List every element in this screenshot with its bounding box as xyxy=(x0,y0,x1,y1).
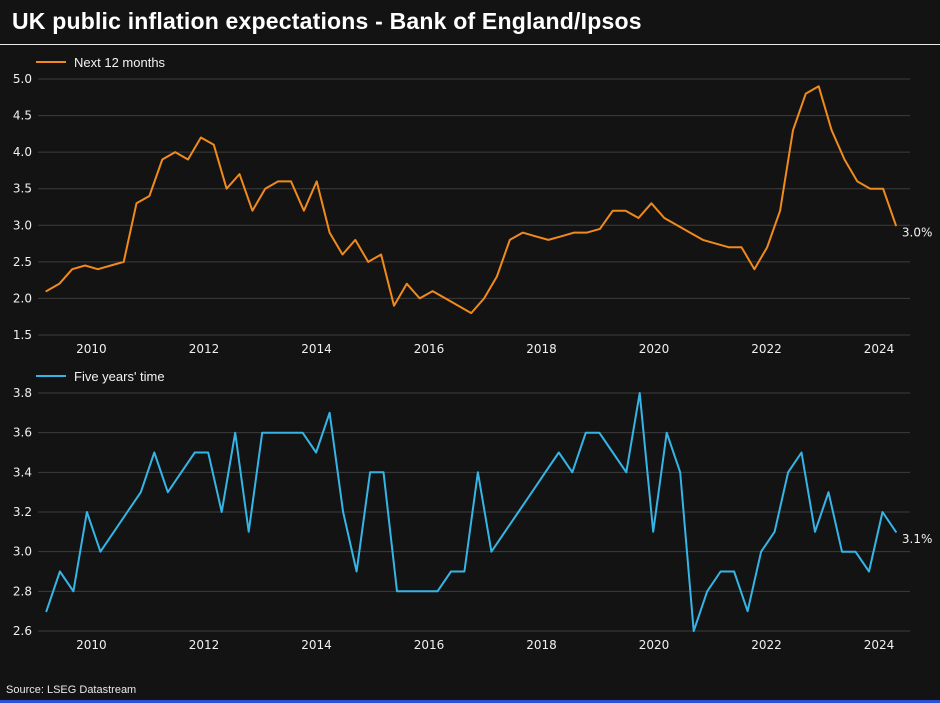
legend-swatch-0 xyxy=(36,61,66,63)
y-tick-label: 3.2 xyxy=(13,505,32,519)
x-tick-label: 2012 xyxy=(189,638,220,652)
y-tick-label: 2.6 xyxy=(13,624,32,638)
y-tick-label: 3.5 xyxy=(13,182,32,196)
y-tick-label: 2.0 xyxy=(13,291,32,305)
y-tick-label: 3.4 xyxy=(13,465,32,479)
x-tick-label: 2012 xyxy=(189,342,220,356)
end-value-label: 3.0% xyxy=(902,225,933,239)
bottom-accent-bar xyxy=(0,700,940,703)
source-note: Source: LSEG Datastream xyxy=(6,684,137,696)
y-tick-label: 4.5 xyxy=(13,109,32,123)
x-tick-label: 2022 xyxy=(751,342,782,356)
y-tick-label: 3.0 xyxy=(13,218,32,232)
x-tick-label: 2020 xyxy=(639,638,670,652)
legend-label-next-12-months: Next 12 months xyxy=(74,54,166,70)
chart-svg-1: 2.6 2.8 3.0 3.2 3.4 3.6 3.8 2010 2012 2014 2016 201… xyxy=(13,386,933,652)
x-tick-label: 2018 xyxy=(526,638,557,652)
y-tick-label: 5.0 xyxy=(13,72,32,86)
x-tick-label: 2010 xyxy=(76,342,107,356)
y-tick-label: 2.5 xyxy=(13,255,32,269)
x-tick-label: 2022 xyxy=(751,638,782,652)
y-tick-label: 3.8 xyxy=(13,386,32,400)
x-tick-label: 2024 xyxy=(864,638,895,652)
y-tick-label: 1.5 xyxy=(13,328,32,342)
legend-five-years-time: Five years' time xyxy=(36,367,940,385)
end-value-label: 3.1% xyxy=(902,532,933,546)
chart-svg-0: 1.5 2.0 2.5 3.0 3.5 4.0 4.5 5.0 2010 2012 2014 2016… xyxy=(13,72,933,356)
x-tick-label: 2014 xyxy=(301,342,332,356)
legend-label-five-years-time: Five years' time xyxy=(74,368,165,384)
x-tick-label: 2014 xyxy=(301,638,332,652)
x-tick-label: 2024 xyxy=(864,342,895,356)
page-title: UK public inflation expectations - Bank … xyxy=(12,8,642,34)
x-tick-label: 2020 xyxy=(639,342,670,356)
line-series-0 xyxy=(45,85,897,315)
y-tick-label: 4.0 xyxy=(13,145,32,159)
y-tick-label: 3.6 xyxy=(13,426,32,440)
line-series-1 xyxy=(45,392,897,632)
y-tick-label: 3.0 xyxy=(13,545,32,559)
legend-swatch-1 xyxy=(36,375,66,377)
legend-next-12-months: Next 12 months xyxy=(36,53,940,71)
x-tick-label: 2018 xyxy=(526,342,557,356)
x-tick-label: 2016 xyxy=(414,342,445,356)
header: UK public inflation expectations - Bank … xyxy=(0,0,940,45)
x-tick-label: 2016 xyxy=(414,638,445,652)
x-tick-label: 2010 xyxy=(76,638,107,652)
y-tick-label: 2.8 xyxy=(13,584,32,598)
